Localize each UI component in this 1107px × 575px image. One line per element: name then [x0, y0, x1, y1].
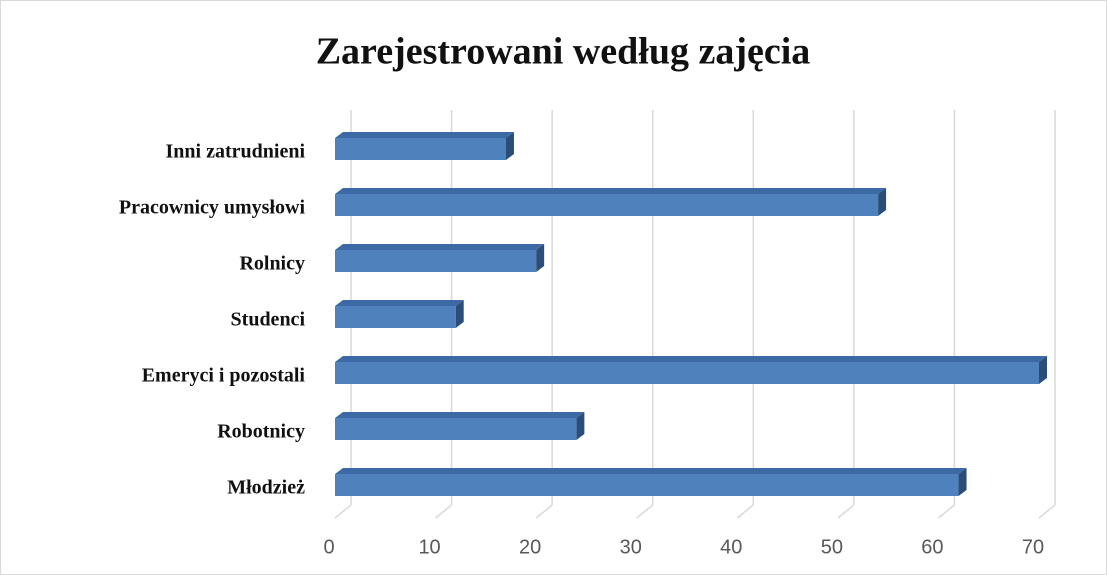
bar-side [958, 468, 967, 496]
bar [335, 362, 1039, 384]
bar-side [1039, 356, 1047, 384]
bar-side [576, 412, 585, 440]
y-tick-label: Młodzież [227, 477, 305, 499]
bar [335, 194, 879, 216]
x-tick-label: 0 [323, 536, 334, 558]
x-tick-label: 70 [1022, 536, 1044, 558]
bar-top [335, 412, 585, 418]
bar [335, 138, 506, 160]
bar-side [455, 300, 464, 328]
bar-top [335, 244, 545, 250]
y-tick-label: Studenci [231, 309, 306, 331]
y-tick-label: Robotnicy [217, 421, 305, 443]
bar [335, 306, 456, 328]
y-tick-label: Pracownicy umysłowi [119, 197, 306, 219]
grid-floor-line [636, 504, 654, 519]
x-tick-label: 10 [418, 536, 440, 558]
grid-floor-line [1038, 504, 1056, 519]
bar [335, 418, 577, 440]
grid-floor-line [334, 504, 352, 519]
bar-side [878, 188, 887, 216]
x-tick-label: 50 [821, 536, 843, 558]
x-tick-label: 40 [720, 536, 742, 558]
x-tick-label: 60 [921, 536, 943, 558]
y-tick-label: Emeryci i pozostali [142, 365, 306, 387]
bar [335, 250, 537, 272]
bar-top [335, 300, 464, 306]
y-tick-label: Inni zatrudnieni [166, 141, 306, 163]
bar-side [505, 132, 514, 160]
x-tick-label: 20 [519, 536, 541, 558]
grid-floor-line [837, 504, 855, 519]
y-tick-label: Rolnicy [239, 253, 305, 275]
bar-side [536, 244, 545, 272]
grid-floor-line [535, 504, 553, 519]
bar-top [335, 468, 967, 474]
bar-top [335, 132, 514, 138]
bar [335, 474, 959, 496]
grid-floor-line [937, 504, 955, 519]
grid-floor-line [736, 504, 754, 519]
grid-floor-line [435, 504, 453, 519]
x-tick-label: 30 [620, 536, 642, 558]
chart-title: Zarejestrowani według zajęcia [316, 31, 811, 73]
bar-top [335, 188, 887, 194]
bar-top [335, 356, 1047, 362]
